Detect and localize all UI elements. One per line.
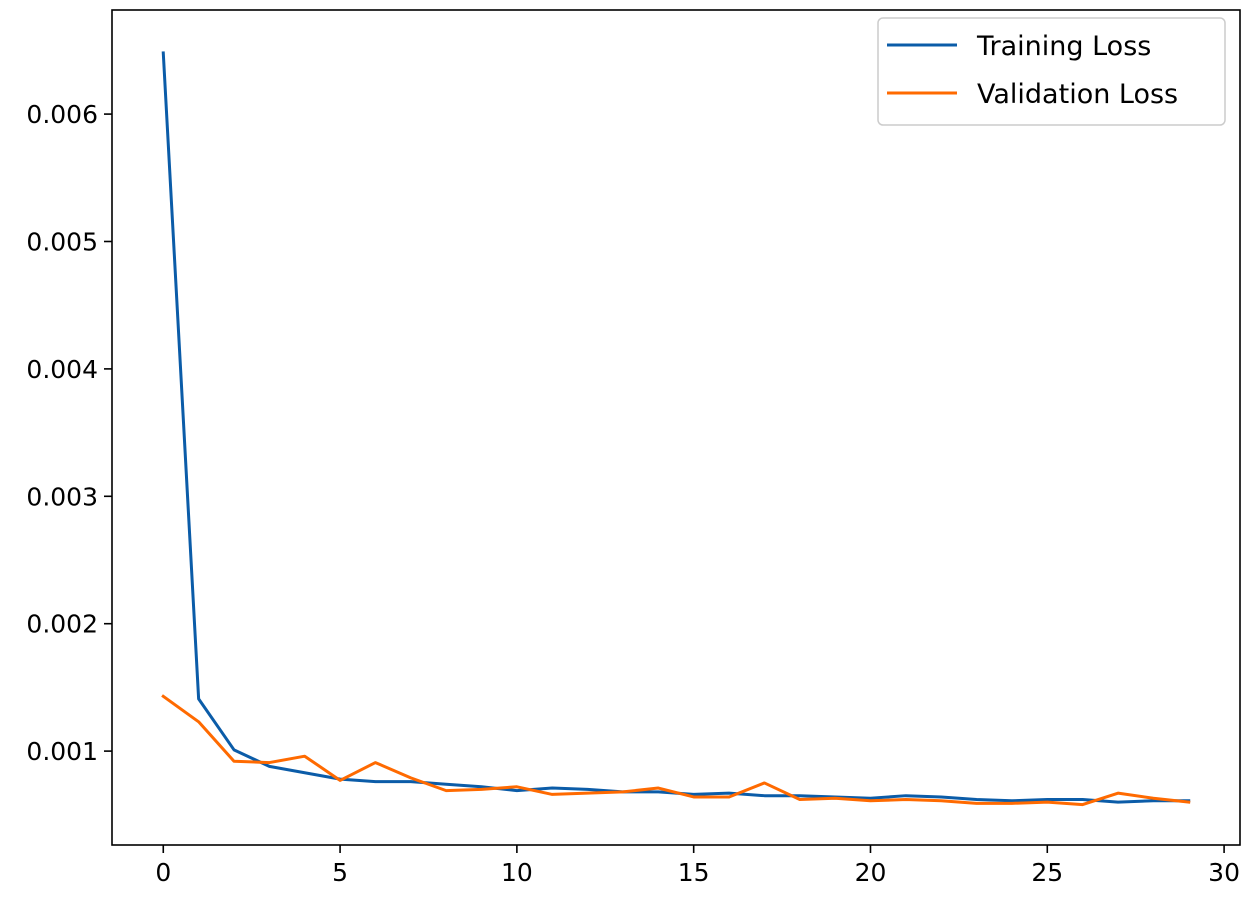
legend-label-validation-loss: Validation Loss xyxy=(977,79,1178,110)
y-tick-label: 0.006 xyxy=(26,100,98,129)
x-tick-label: 5 xyxy=(332,858,348,887)
series-layer xyxy=(161,51,1191,807)
legend-label-training-loss: Training Loss xyxy=(976,31,1151,62)
legend-box xyxy=(877,17,1226,126)
x-tick-label: 30 xyxy=(1208,858,1240,887)
y-tick-label: 0.003 xyxy=(26,482,98,511)
plot-area xyxy=(111,9,1241,846)
y-axis: 0.001 0.002 0.003 0.004 0.005 0.006 xyxy=(26,100,112,766)
series-line-validation-loss xyxy=(161,694,1191,807)
x-tick-label: 10 xyxy=(501,858,533,887)
y-tick-label: 0.002 xyxy=(26,610,98,639)
x-tick-label: 25 xyxy=(1031,858,1063,887)
x-tick-label: 0 xyxy=(155,858,171,887)
legend: Training Loss Validation Loss xyxy=(877,17,1226,126)
x-axis: 0 5 10 15 20 25 30 xyxy=(155,845,1240,887)
x-tick-label: 20 xyxy=(855,858,887,887)
x-tick-label: 15 xyxy=(678,858,710,887)
y-tick-label: 0.001 xyxy=(26,737,98,766)
y-tick-label: 0.004 xyxy=(26,355,98,384)
y-tick-label: 0.005 xyxy=(26,227,98,256)
